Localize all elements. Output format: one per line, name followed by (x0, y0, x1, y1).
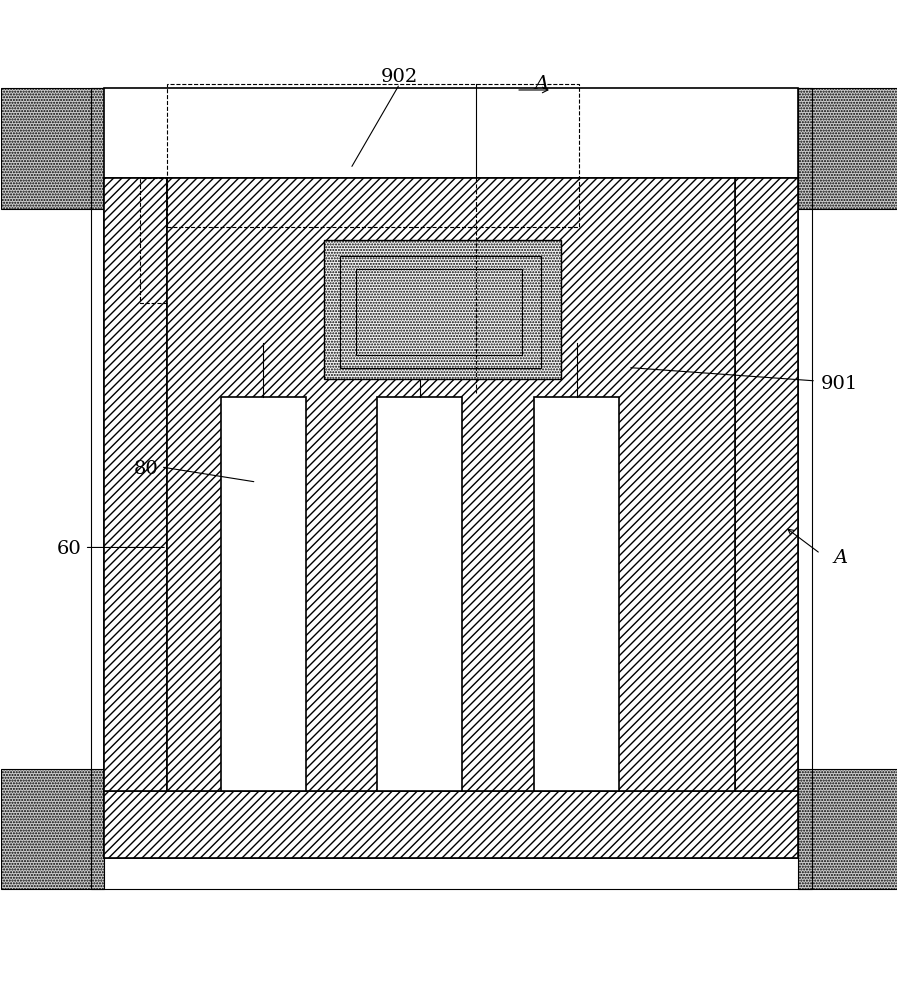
Bar (104, 88, 798, 178)
Bar (167, 178, 735, 791)
Bar (2, 769, 104, 889)
Bar (534, 397, 619, 791)
Text: A: A (834, 549, 848, 567)
Bar (221, 397, 305, 791)
Bar (104, 178, 798, 858)
Bar (377, 397, 462, 791)
Text: 902: 902 (381, 68, 418, 86)
Bar (339, 256, 541, 368)
Text: A: A (534, 75, 548, 93)
Bar (798, 88, 898, 209)
Bar (104, 178, 167, 791)
Text: 901: 901 (821, 375, 858, 393)
Bar (735, 178, 798, 791)
Bar (798, 769, 898, 889)
Bar (91, 88, 812, 889)
Text: 60: 60 (57, 540, 82, 558)
Bar (323, 240, 561, 379)
Bar (167, 84, 579, 227)
Bar (2, 88, 104, 209)
Text: 80: 80 (133, 460, 158, 478)
Bar (104, 791, 798, 858)
Bar (356, 269, 522, 355)
